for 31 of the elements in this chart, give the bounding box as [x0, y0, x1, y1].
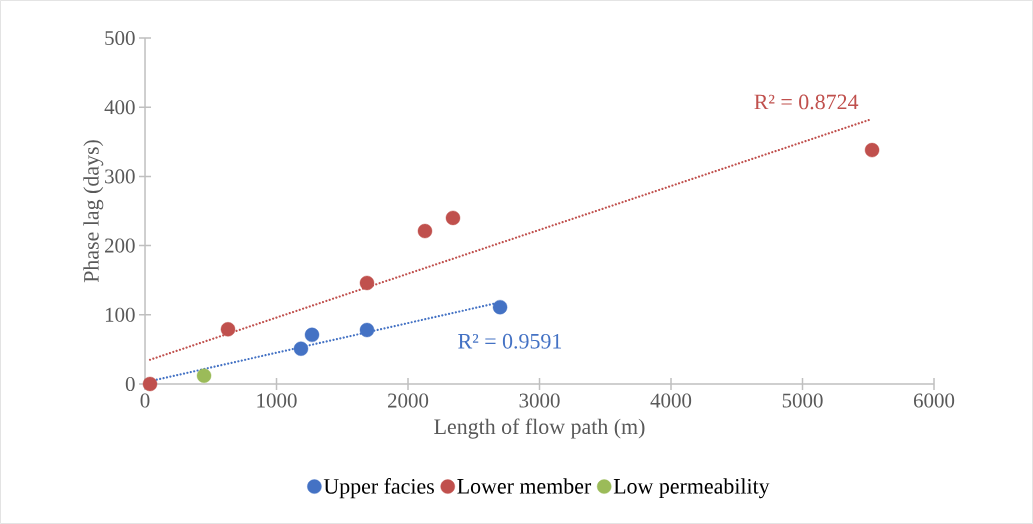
y-tick-label: 0 [125, 376, 135, 392]
y-tick-label: 300 [105, 169, 135, 184]
x-tick-label: 1000 [257, 393, 297, 408]
y-tick-label: 200 [105, 238, 135, 253]
point [142, 376, 158, 392]
point [417, 223, 433, 239]
point [492, 299, 508, 315]
x-tick-label: 2000 [388, 393, 429, 408]
annotation: R² = 0.8724 [754, 94, 859, 110]
point [445, 210, 461, 226]
point [220, 322, 236, 337]
x-tick-label: 3000 [519, 393, 560, 408]
point [293, 341, 309, 356]
legend-label: Low permeability [613, 478, 770, 499]
point [359, 275, 375, 291]
legend-label: Upper facies [323, 478, 434, 499]
legend-label: Lower member [457, 478, 592, 494]
x-tick-label: 4000 [650, 393, 692, 408]
annotation: R² = 0.9591 [458, 333, 562, 349]
x-tick-label: 5000 [782, 393, 823, 408]
x-tick-label: 0 [140, 393, 150, 408]
y-tick-label: 500 [105, 30, 135, 46]
x-tick-label: 6000 [914, 393, 955, 408]
y-tick-label: 400 [104, 100, 135, 115]
y-axis-title: Phase lag (days) [83, 140, 104, 283]
y-tick-label: 100 [105, 307, 135, 322]
point [864, 142, 880, 158]
point [304, 327, 320, 343]
point [359, 322, 375, 338]
x-axis-title: Length of flow path (m) [434, 418, 645, 439]
point [196, 368, 212, 383]
